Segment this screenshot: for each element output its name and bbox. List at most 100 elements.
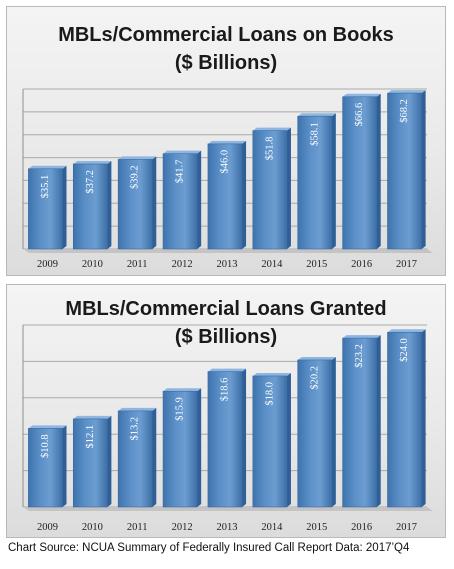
bar-top — [207, 140, 247, 144]
x-tick-label: 2010 — [82, 259, 103, 270]
bar — [387, 331, 422, 508]
bar — [297, 359, 333, 508]
bar-side — [107, 415, 112, 507]
bar-side — [62, 425, 67, 507]
bar-side — [286, 372, 291, 507]
chart-panel-granted: MBLs/Commercial Loans Granted ($ Billions… — [6, 284, 446, 538]
chart-title: MBLs/Commercial Loans Granted — [65, 298, 386, 320]
chart-source-note: Chart Source: NCUA Summary of Federally … — [8, 542, 410, 554]
x-tick-label: 2016 — [351, 522, 372, 533]
x-tick-label: 2015 — [306, 259, 327, 270]
bar — [72, 418, 108, 508]
bar-top — [73, 415, 112, 419]
chart-books: MBLs/Commercial Loans on Books ($ Billion… — [22, 24, 433, 270]
x-tick-label: 2017 — [396, 522, 417, 533]
chart-subtitle: ($ Billions) — [175, 326, 277, 348]
x-tick-label: 2012 — [172, 259, 193, 270]
bar-top — [252, 372, 291, 376]
bar-top — [118, 407, 157, 411]
bar-value-label: $10.8 — [40, 434, 51, 458]
chart-panel-books: MBLs/Commercial Loans on Books ($ Billion… — [6, 6, 446, 276]
x-tick-label: 2010 — [82, 522, 103, 533]
bar-side — [331, 356, 336, 507]
bar — [162, 153, 198, 250]
bar — [162, 390, 198, 508]
bar — [252, 130, 288, 250]
bar-side — [376, 93, 381, 250]
chart-floor — [23, 507, 433, 511]
bar-side — [107, 160, 112, 249]
bar — [342, 337, 378, 508]
x-tick-label: 2013 — [217, 522, 238, 533]
bar-top — [252, 127, 291, 131]
bar — [28, 428, 63, 508]
bar-top — [28, 425, 67, 429]
bar-top — [118, 156, 157, 160]
bar-side — [242, 140, 247, 249]
x-tick-label: 2015 — [306, 522, 327, 533]
bar-value-label: $41.7 — [175, 160, 186, 184]
bar-side — [197, 388, 202, 507]
bar-top — [73, 160, 112, 164]
x-tick-label: 2011 — [127, 259, 148, 270]
bar-side — [421, 329, 426, 507]
bar-side — [242, 368, 247, 507]
bar-value-label: $37.2 — [85, 170, 96, 194]
bar-value-label: $15.9 — [175, 397, 186, 421]
bar-top — [163, 150, 202, 154]
bar — [297, 115, 333, 250]
x-tick-label: 2009 — [37, 522, 58, 533]
x-tick-label: 2014 — [261, 522, 283, 533]
bar — [117, 410, 153, 508]
bar-top — [163, 388, 202, 392]
bar-side — [152, 156, 157, 249]
chart-floor — [23, 249, 433, 253]
x-tick-label: 2014 — [261, 259, 283, 270]
bar-value-label: $24.0 — [399, 338, 410, 362]
bar — [207, 143, 243, 250]
bar-side — [421, 90, 426, 249]
x-tick-label: 2012 — [172, 522, 193, 533]
bar-top — [387, 329, 426, 333]
bar-value-label: $20.2 — [309, 366, 320, 390]
bar-value-label: $39.2 — [130, 165, 141, 189]
bar-value-label: $46.0 — [220, 150, 231, 174]
bar — [252, 375, 288, 508]
x-tick-label: 2017 — [396, 259, 417, 270]
bar-top — [297, 356, 336, 360]
bar-side — [152, 407, 157, 507]
bar — [342, 96, 378, 250]
bar-top — [387, 90, 426, 94]
bar-side — [197, 150, 202, 249]
chart-title: MBLs/Commercial Loans on Books — [58, 24, 394, 46]
bar — [28, 168, 63, 250]
bar-value-label: $68.2 — [399, 99, 410, 123]
bar-value-label: $23.2 — [354, 344, 365, 368]
bar-value-label: $18.0 — [264, 382, 275, 406]
bar-side — [376, 335, 381, 507]
chart-granted: MBLs/Commercial Loans Granted ($ Billions… — [22, 298, 433, 533]
bar — [387, 92, 422, 250]
chart-subtitle: ($ Billions) — [175, 52, 277, 74]
bar-value-label: $66.6 — [354, 103, 365, 127]
bar-side — [62, 165, 67, 249]
bar-value-label: $51.8 — [264, 137, 275, 161]
bar-value-label: $13.2 — [130, 417, 141, 441]
x-tick-label: 2009 — [37, 259, 58, 270]
bar-value-label: $12.1 — [85, 425, 96, 449]
bar-top — [297, 113, 336, 117]
x-tick-label: 2013 — [217, 259, 238, 270]
bar-value-label: $18.6 — [220, 378, 231, 402]
bar-top — [207, 368, 247, 372]
bar-top — [28, 165, 67, 169]
bar-value-label: $58.1 — [309, 122, 320, 146]
bar-side — [286, 127, 291, 249]
bar — [72, 163, 108, 250]
bar-top — [342, 93, 381, 97]
bar-side — [331, 113, 336, 249]
x-tick-label: 2016 — [351, 259, 372, 270]
x-tick-label: 2011 — [127, 522, 148, 533]
bar-top — [342, 335, 381, 339]
bar — [117, 159, 153, 250]
bar-value-label: $35.1 — [40, 175, 51, 199]
